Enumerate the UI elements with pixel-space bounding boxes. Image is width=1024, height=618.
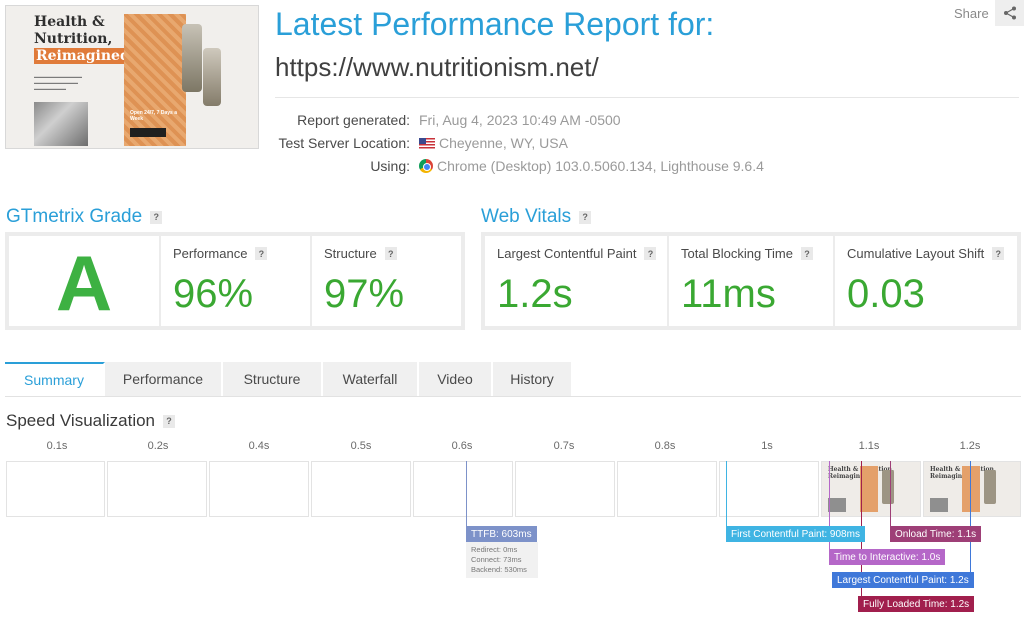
help-icon[interactable]: ? — [644, 247, 657, 260]
thumbnail-photo — [34, 102, 88, 146]
header-divider — [275, 97, 1019, 98]
onload-marker-label: Onload Time: 1.1s — [890, 526, 982, 542]
tab-performance[interactable]: Performance — [105, 362, 223, 396]
help-icon[interactable]: ? — [579, 210, 592, 224]
lcp-marker-label: Largest Contentful Paint: 1.2s — [832, 572, 974, 588]
timeline-tick: 0.5s — [350, 440, 372, 452]
speed-visualization-heading: Speed Visualization ? — [6, 411, 176, 431]
chrome-icon — [419, 159, 433, 173]
us-flag-icon — [419, 137, 435, 149]
filmstrip-frame[interactable] — [617, 461, 717, 517]
thumbnail-jar-image — [203, 48, 221, 106]
help-icon[interactable]: ? — [801, 247, 813, 260]
filmstrip-frame[interactable] — [107, 461, 207, 517]
report-url[interactable]: https://www.nutritionism.net/ — [275, 52, 599, 82]
filmstrip-frame-screenshot[interactable]: Health & Nutrition,Reimagined — [923, 461, 1021, 517]
ttfb-breakdown: Redirect: 0ms Connect: 73ms Backend: 530… — [466, 542, 538, 578]
server-location-label: Test Server Location: — [278, 135, 410, 151]
tbt-label: Total Blocking Time — [681, 246, 793, 261]
filmstrip-frame[interactable] — [719, 461, 819, 517]
tabs-divider — [5, 396, 1021, 397]
server-location-value: Cheyenne, WY, USA — [419, 135, 568, 151]
timeline-tick: 0.6s — [451, 440, 473, 452]
tab-waterfall[interactable]: Waterfall — [323, 362, 419, 396]
lcp-label: Largest Contentful Paint — [497, 246, 637, 261]
grade-letter: A — [55, 239, 113, 327]
filmstrip-frame[interactable] — [209, 461, 309, 517]
browser-value: Chrome (Desktop) 103.0.5060.134, Lightho… — [419, 158, 764, 174]
thumbnail-headline: Health & Nutrition, Reimagined — [34, 14, 132, 64]
report-generated-row: Report generated: Fri, Aug 4, 2023 10:49… — [275, 112, 795, 132]
timeline-tick: 0.4s — [248, 440, 270, 452]
fcp-marker-line — [726, 461, 727, 527]
structure-label: Structure — [324, 246, 377, 261]
lcp-marker-line — [970, 461, 971, 573]
tbt-cell: Total Blocking Time? 11ms — [669, 236, 833, 326]
thumbnail-promo-card: Open 24/7, 7 Days a Week — [124, 14, 186, 146]
tab-structure[interactable]: Structure — [223, 362, 323, 396]
timeline-tick: 1s — [761, 440, 773, 452]
share-control[interactable]: Share — [954, 0, 1024, 26]
server-location-row: Test Server Location: Cheyenne, WY, USA — [275, 135, 795, 155]
tti-marker-line — [829, 461, 830, 557]
browser-label: Using: — [370, 158, 410, 174]
report-generated-label: Report generated: — [297, 112, 410, 128]
fcp-marker-label: First Contentful Paint: 908ms — [726, 526, 865, 542]
filmstrip-frame[interactable] — [413, 461, 513, 517]
filmstrip-frame[interactable] — [515, 461, 615, 517]
timeline-tick: 1.1s — [858, 440, 880, 452]
performance-value: 96% — [173, 272, 254, 316]
tti-marker-label: Time to Interactive: 1.0s — [829, 549, 946, 565]
help-icon[interactable]: ? — [163, 414, 176, 428]
filmstrip-timeline: 0.1s 0.2s 0.4s 0.5s 0.6s 0.7s 0.8s 1s 1.… — [6, 440, 1021, 520]
help-icon[interactable]: ? — [255, 247, 268, 260]
ttfb-marker-label: TTFB: 603ms — [466, 526, 537, 542]
ttfb-marker-line — [466, 461, 467, 527]
browser-row: Using: Chrome (Desktop) 103.0.5060.134, … — [275, 158, 795, 178]
share-icon — [1003, 6, 1016, 20]
filmstrip-frame[interactable] — [6, 461, 105, 517]
report-tabs: Summary Performance Structure Waterfall … — [5, 362, 573, 396]
performance-label: Performance — [173, 246, 248, 261]
cls-cell: Cumulative Layout Shift? 0.03 — [835, 236, 1017, 326]
timeline-tick: 0.1s — [46, 440, 68, 452]
lcp-cell: Largest Contentful Paint? 1.2s — [485, 236, 667, 326]
timeline-tick: 0.2s — [147, 440, 169, 452]
site-screenshot-thumbnail[interactable]: Health & Nutrition, Reimagined ▬▬▬▬▬▬▬▬▬… — [5, 5, 259, 149]
onload-marker-line — [890, 461, 891, 527]
tab-video[interactable]: Video — [419, 362, 493, 396]
help-icon[interactable]: ? — [150, 210, 163, 224]
help-icon[interactable]: ? — [384, 247, 397, 260]
structure-value: 97% — [324, 272, 405, 316]
lcp-value: 1.2s — [497, 272, 573, 316]
grade-letter-cell: A — [9, 236, 159, 327]
performance-score-cell: Performance? 96% — [161, 236, 310, 326]
web-vitals-panel: Largest Contentful Paint? 1.2s Total Blo… — [481, 232, 1021, 330]
tab-history[interactable]: History — [493, 362, 573, 396]
timeline-tick: 0.7s — [553, 440, 575, 452]
gtmetrix-grade-heading: GTmetrix Grade ? — [6, 206, 163, 228]
web-vitals-heading: Web Vitals ? — [481, 206, 592, 228]
structure-score-cell: Structure? 97% — [312, 236, 461, 326]
tab-summary[interactable]: Summary — [5, 362, 105, 396]
thumbnail-jar-image — [182, 24, 202, 92]
filmstrip-frame[interactable] — [311, 461, 411, 517]
report-title: Latest Performance Report for: — [275, 6, 715, 42]
timeline-tick: 0.8s — [654, 440, 676, 452]
tbt-value: 11ms — [681, 272, 776, 316]
fully-loaded-marker-label: Fully Loaded Time: 1.2s — [858, 596, 975, 612]
filmstrip-frame-screenshot[interactable]: Health & Nutrition,Reimagined — [821, 461, 921, 517]
help-icon[interactable]: ? — [992, 247, 1005, 260]
report-generated-value: Fri, Aug 4, 2023 10:49 AM -0500 — [419, 112, 621, 128]
grade-panel: A Performance? 96% Structure? 97% — [5, 232, 465, 330]
timeline-tick: 1.2s — [959, 440, 981, 452]
share-button[interactable] — [994, 0, 1024, 26]
cls-value: 0.03 — [847, 272, 925, 316]
cls-label: Cumulative Layout Shift — [847, 246, 985, 261]
thumbnail-body-text: ▬▬▬▬▬▬▬▬▬▬▬▬ ▬▬▬▬▬▬▬▬▬▬▬ ▬▬▬▬▬▬▬▬ — [34, 74, 82, 91]
share-label: Share — [954, 5, 989, 21]
